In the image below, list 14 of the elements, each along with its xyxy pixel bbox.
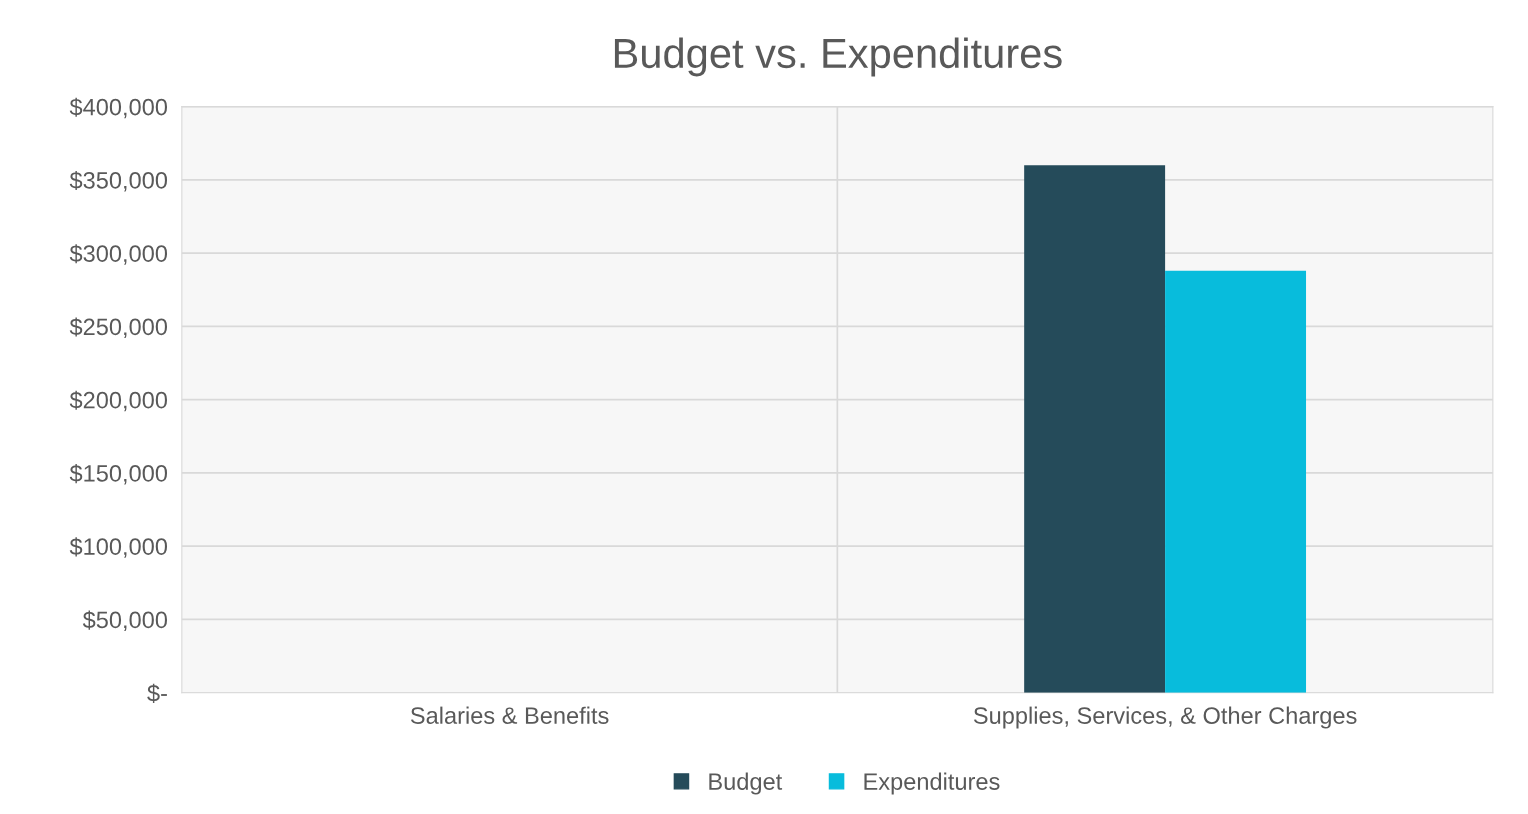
chart-title: Budget vs. Expenditures — [614, 37, 1062, 77]
y-tick-label: $200,000 — [69, 390, 168, 412]
legend-label: Expenditures — [864, 772, 1000, 795]
y-tick-label: $100,000 — [69, 537, 168, 558]
y-tick-label: $400,000 — [69, 97, 168, 119]
y-tick-label: $250,000 — [69, 317, 168, 338]
y-tick-label: $300,000 — [69, 244, 168, 265]
y-tick-label: $150,000 — [69, 464, 168, 485]
y-tick-label: $50,000 — [82, 610, 168, 632]
x-tick-label: Salaries & Benefits — [410, 706, 609, 724]
x-tick-label: Supplies, Services, & Other Charges — [973, 706, 1357, 729]
legend-label: Budget — [709, 772, 783, 795]
y-tick-label: $- — [147, 683, 167, 703]
y-tick-label: $350,000 — [69, 170, 168, 192]
